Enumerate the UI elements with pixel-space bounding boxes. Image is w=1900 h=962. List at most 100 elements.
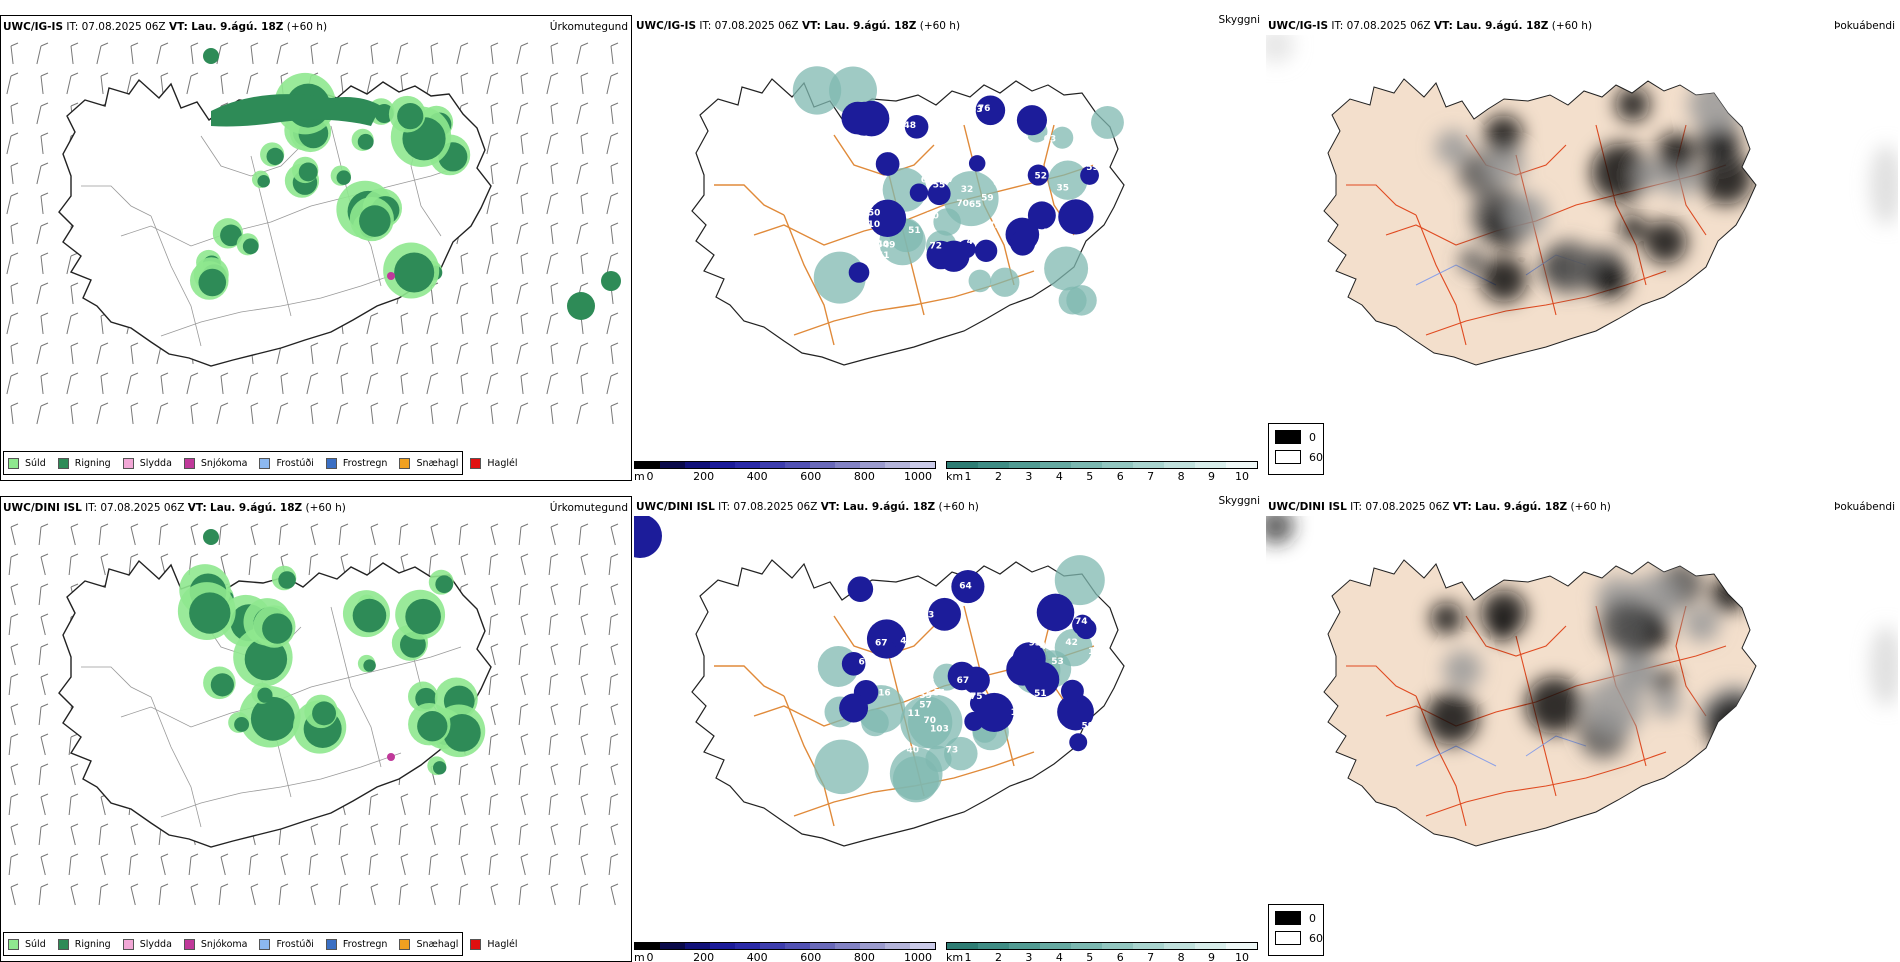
colorbar-strip [634,942,936,950]
legend-swatch [325,938,337,950]
legend-swatch [57,457,69,469]
precip-panel-row2: UWC/DINI ISL IT: 07.08.2025 06Z VT: Lau.… [0,496,632,962]
legend-swatch [1275,430,1301,444]
legend-label: 0 [1309,430,1316,444]
ceiling-label: 16 [878,688,891,698]
colorbar-tick: 2 [994,951,1002,962]
colorbar-tick: 10 [1235,470,1249,481]
legend-swatch [259,938,271,950]
legend-label: Haglél [487,938,518,950]
fog-legend-item: 60 [1275,450,1323,464]
ceiling-label: 59 [1086,163,1099,173]
ceiling-label: 70 [956,199,969,209]
legend-swatch [470,938,482,950]
panel-name: Úrkomutegund [549,21,628,33]
legend-item: Snjókoma [183,938,247,950]
ceiling-label: 73 [946,745,959,755]
ceiling-label: 61 [993,178,1006,188]
legend-label: 60 [1309,931,1323,945]
colorbar-tick: 4 [1055,951,1063,962]
ceiling-label: 55 [933,181,946,191]
colorbar-tick: 6 [1116,470,1124,481]
legend-label: Haglél [487,457,518,469]
ceiling-label: 10 [868,220,881,230]
colorbar-strip [946,942,1258,950]
legend-item: Súld [8,938,46,950]
ceiling-label: 53 [970,105,983,115]
ceiling-label: 70 [924,716,937,726]
legend-item: Rigning [57,457,111,469]
colorbar-tick: 9 [1208,470,1216,481]
legend-swatch [122,938,134,950]
legend-label: Snæhagl [416,938,459,950]
colorbar-tick: 6 [1116,951,1124,962]
panel-title: UWC/DINI ISL IT: 07.08.2025 06Z VT: Lau.… [636,501,979,513]
colorbar-tick: 1000 [904,470,932,481]
colorbar-tick: 8 [1177,470,1185,481]
ceiling-label: 11 [908,709,921,719]
legend-item: Haglél [470,457,518,469]
legend-item: Slydda [122,457,172,469]
cloud-map: 51 45 75 70 49 11 41 53 57 64 73 53 119 67 59 103 67 42 57… [634,516,1125,847]
panel-name: Skyggni [1218,496,1261,507]
legend-swatch [259,457,271,469]
ceiling-label: 35 [1056,184,1069,194]
legend-swatch [1275,911,1301,925]
ceiling-label: 57 [902,588,915,598]
colorbar-tick: 8 [1177,951,1185,962]
legend-item: Frostregn [325,938,387,950]
fog-map [1266,516,1898,847]
colorbar-tick: 4 [1055,470,1063,481]
colorbar-tick: 200 [693,951,715,962]
precip-map [8,523,619,906]
ceiling-label: 60 [921,176,934,186]
legend-item: Slydda [122,938,172,950]
precip-legend: Súld Rigning Slydda Snjókoma Frostúði Frostre… [3,451,518,475]
legend-label: Slydda [139,457,172,469]
panel-title: UWC/IG-IS IT: 07.08.2025 06Z VT: Lau. 9.… [1268,20,1593,32]
ceiling-label: 86 [868,236,881,246]
fog-legend-item: 0 [1275,911,1316,925]
colorbar-strip [634,461,936,469]
legend-swatch [399,457,411,469]
colorbar-tick: 1 [964,951,972,962]
legend-label: Súld [25,938,46,950]
legend-item: Súld [8,457,46,469]
legend-label: Frostúði [276,938,314,950]
legend-item: Snæhagl [399,457,459,469]
panel-title: UWC/DINI ISL IT: 07.08.2025 06Z VT: Lau.… [1268,501,1611,513]
legend-item: Haglél [470,938,518,950]
ceiling-colorbar: m 0 200 400 600 800 1000 [634,942,936,962]
ceiling-label: 61 [872,255,885,265]
fog-legend-item: 0 [1275,430,1316,444]
colorbar-tick: 3 [1025,470,1033,481]
ceiling-label: 49 [868,244,881,254]
legend-swatch [399,938,411,950]
ceiling-colorbar: m 0 200 400 600 800 1000 [634,461,936,481]
panel-title: UWC/IG-IS IT: 07.08.2025 06Z VT: Lau. 9.… [3,21,328,33]
cloud-panel-row1: UWC/IG-IS IT: 07.08.2025 06Z VT: Lau. 9.… [634,15,1266,481]
ceiling-label: 74 [1075,617,1088,627]
ceiling-label: 65 [969,200,982,210]
ceiling-label: 105 [1000,195,1019,205]
colorbar-tick: 7 [1147,951,1155,962]
ceiling-label: 47 [942,175,955,185]
ceiling-label: 53 [1051,657,1064,667]
ceiling-label: 119 [1088,647,1107,657]
ceiling-label: 30 [926,211,939,221]
visibility-colorbar: km 1 2 3 4 5 6 7 8 9 10 [946,461,1258,481]
ceiling-label: 45 [901,689,914,699]
legend-swatch [325,457,337,469]
ceiling-label: 41 [877,586,890,596]
legend-item: Frostregn [325,457,387,469]
legend-swatch [470,457,482,469]
panel-name: Úrkomutegund [549,502,628,514]
fog-legend: 0 60 [1268,423,1324,475]
legend-label: Snæhagl [416,457,459,469]
ceiling-label: 67 [875,639,888,649]
colorbar-tick: 1 [964,470,972,481]
ceiling-label: 67 [957,676,970,686]
precip-legend: Súld Rigning Slydda Snjókoma Frostúði Frostre… [3,932,518,956]
legend-swatch [1275,931,1301,945]
legend-item: Snæhagl [399,938,459,950]
